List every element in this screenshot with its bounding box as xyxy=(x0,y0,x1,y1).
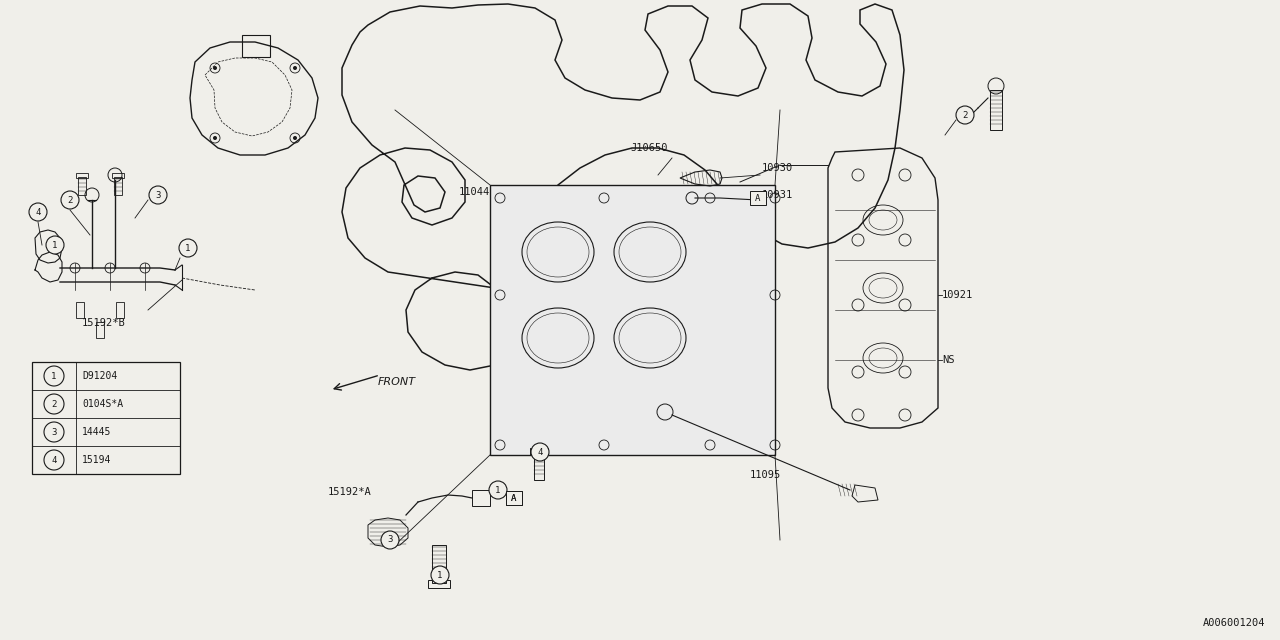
Circle shape xyxy=(61,191,79,209)
Bar xyxy=(113,173,124,178)
Text: 10921: 10921 xyxy=(942,290,973,300)
Bar xyxy=(242,35,270,57)
Bar xyxy=(114,177,122,195)
Circle shape xyxy=(531,443,549,461)
Text: 0104S*A: 0104S*A xyxy=(82,399,123,409)
Bar xyxy=(534,452,544,480)
Bar xyxy=(32,362,180,474)
Text: A: A xyxy=(511,493,517,502)
Text: 4: 4 xyxy=(538,447,543,456)
Bar xyxy=(116,302,124,318)
Circle shape xyxy=(381,531,399,549)
Text: 15192*A: 15192*A xyxy=(328,487,371,497)
Circle shape xyxy=(44,366,64,386)
Text: 14445: 14445 xyxy=(82,427,111,437)
Circle shape xyxy=(148,186,166,204)
Circle shape xyxy=(956,106,974,124)
Text: NS: NS xyxy=(942,355,955,365)
Text: A006001204: A006001204 xyxy=(1202,618,1265,628)
Text: 1: 1 xyxy=(495,486,500,495)
Text: 4: 4 xyxy=(51,456,56,465)
Circle shape xyxy=(293,136,297,140)
Bar xyxy=(989,90,1002,130)
Text: 2: 2 xyxy=(51,399,56,408)
Text: 1: 1 xyxy=(52,241,58,250)
Bar xyxy=(76,173,88,178)
Circle shape xyxy=(212,66,218,70)
Circle shape xyxy=(44,422,64,442)
Circle shape xyxy=(29,203,47,221)
Bar xyxy=(750,191,765,205)
Circle shape xyxy=(46,236,64,254)
Bar xyxy=(506,491,522,505)
Text: 2: 2 xyxy=(963,111,968,120)
Text: 3: 3 xyxy=(388,536,393,545)
Bar xyxy=(76,302,84,318)
Circle shape xyxy=(293,66,297,70)
Text: A: A xyxy=(511,493,517,502)
Bar xyxy=(472,490,490,506)
Text: J10650: J10650 xyxy=(630,143,667,153)
Text: 10931: 10931 xyxy=(762,190,794,200)
Bar xyxy=(78,177,86,195)
Text: 15194: 15194 xyxy=(82,455,111,465)
Text: D91204: D91204 xyxy=(82,371,118,381)
Text: 3: 3 xyxy=(51,428,56,436)
Text: 1: 1 xyxy=(186,243,191,253)
Text: 3: 3 xyxy=(155,191,161,200)
Text: 4: 4 xyxy=(36,207,41,216)
Text: FRONT: FRONT xyxy=(378,377,416,387)
Text: 10930: 10930 xyxy=(762,163,794,173)
Circle shape xyxy=(431,566,449,584)
Bar xyxy=(428,580,451,588)
Bar xyxy=(490,185,774,455)
Text: 11095: 11095 xyxy=(750,470,781,480)
Bar xyxy=(96,322,104,338)
Text: 11044: 11044 xyxy=(458,187,490,197)
Bar xyxy=(506,491,522,505)
Circle shape xyxy=(44,394,64,414)
Bar xyxy=(530,448,548,455)
Text: 2: 2 xyxy=(68,195,73,205)
Text: A: A xyxy=(755,193,760,202)
Circle shape xyxy=(212,136,218,140)
Circle shape xyxy=(489,481,507,499)
Text: 1: 1 xyxy=(438,570,443,579)
Bar xyxy=(433,545,445,583)
Circle shape xyxy=(179,239,197,257)
Text: 15192*B: 15192*B xyxy=(82,318,125,328)
Text: 1: 1 xyxy=(51,371,56,381)
Circle shape xyxy=(44,450,64,470)
